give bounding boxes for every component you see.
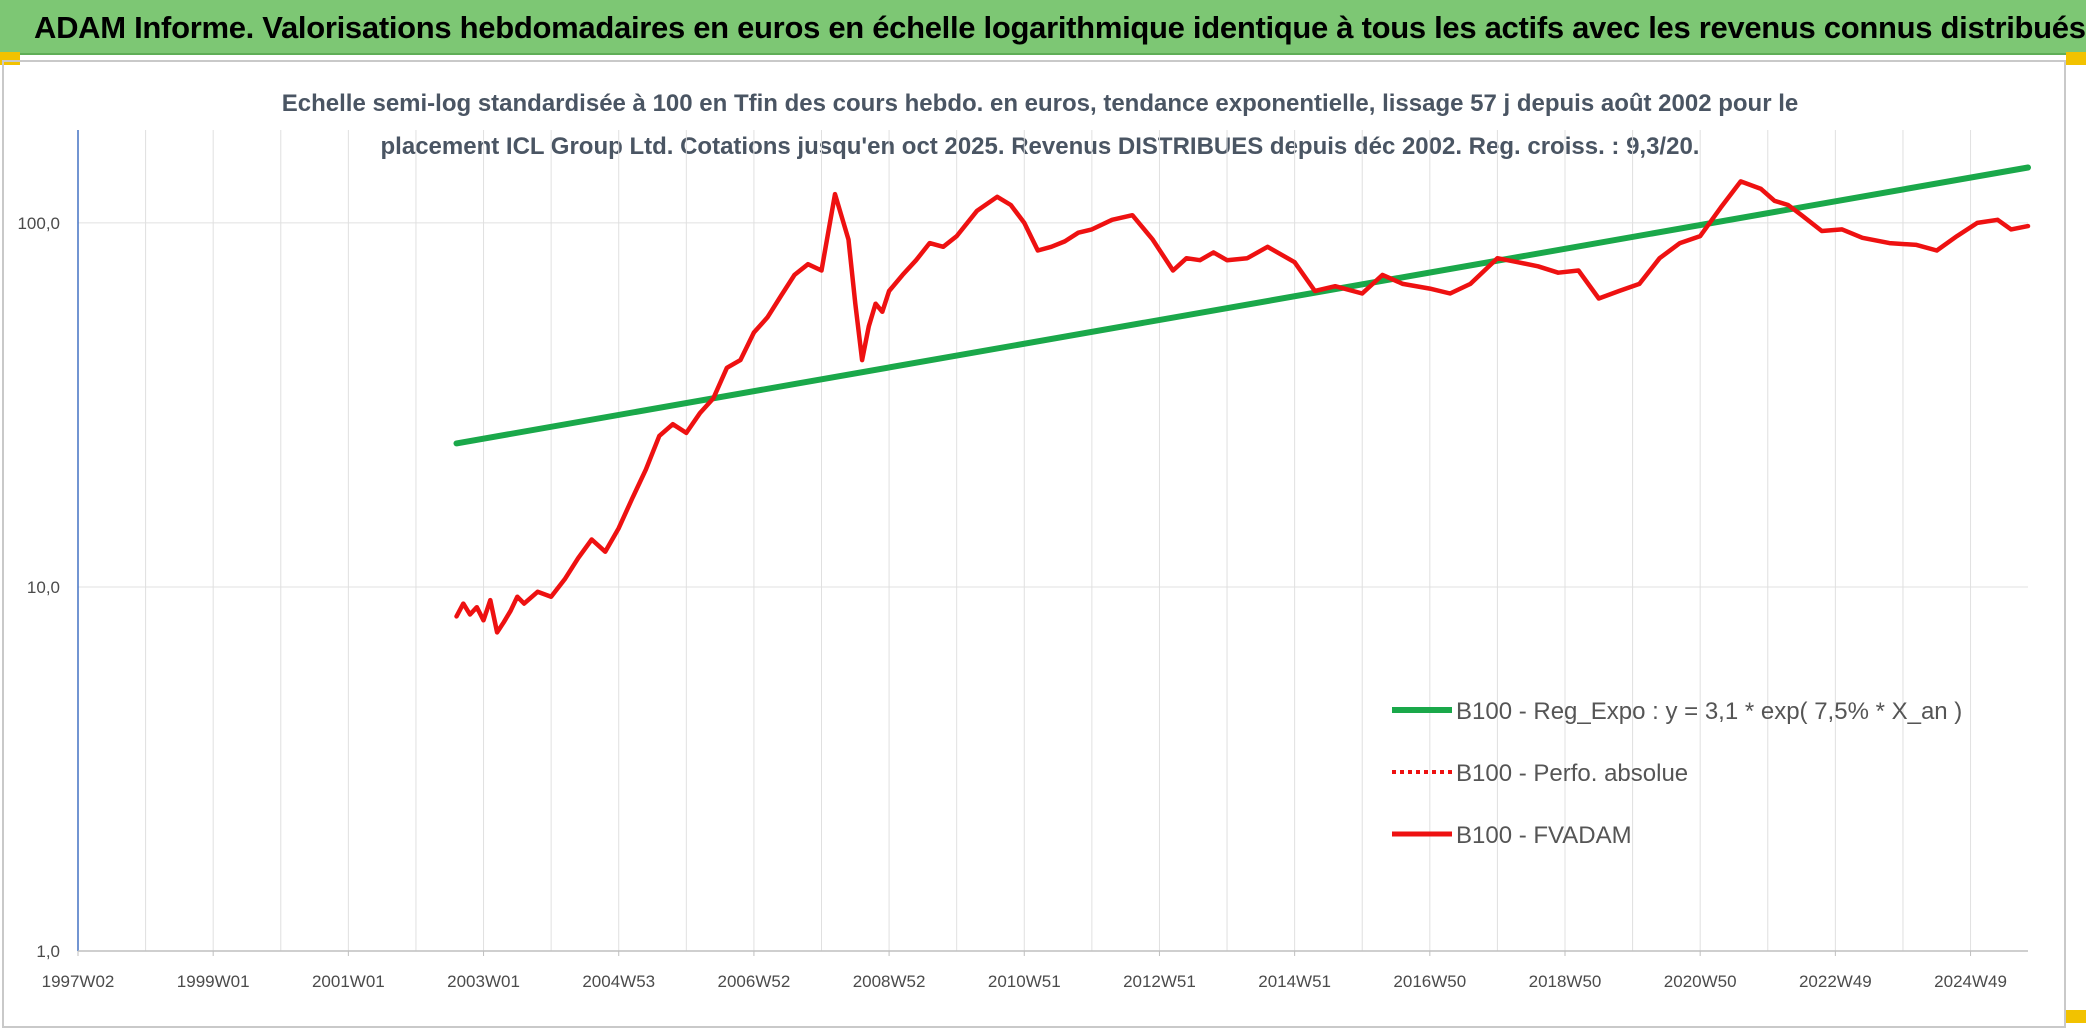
corner-marker-right (2066, 52, 2086, 65)
x-tick-label: 2006W52 (718, 972, 791, 991)
legend-label: B100 - Reg_Expo : y = 3,1 * exp( 7,5% * … (1456, 698, 1962, 725)
series (453, 164, 2031, 635)
chart-title-line-2: placement ICL Group Ltd. Cotations jusqu… (380, 133, 1700, 160)
y-tick-label: 10,0 (27, 578, 60, 597)
y-tick-label: 1,0 (36, 942, 60, 961)
report-title: ADAM Informe. Valorisations hebdomadaire… (34, 10, 2086, 45)
x-tick-label: 2008W52 (853, 972, 926, 991)
tick-labels: 100,0 10,0 1,0 1997W02 1999W01 2001W01 2003W01… (17, 214, 2006, 991)
regression-line (453, 164, 2031, 447)
x-tick-label: 2024W49 (1934, 972, 2007, 991)
report-header: ADAM Informe. Valorisations hebdomadaire… (0, 0, 2086, 55)
x-tick-label: 2018W50 (1529, 972, 1602, 991)
x-tick-label: 2012W51 (1123, 972, 1196, 991)
y-tick-label: 100,0 (17, 214, 60, 233)
fvadam-series-line (454, 179, 2031, 635)
x-tick-label: 2003W01 (447, 972, 520, 991)
legend-label: B100 - FVADAM (1456, 822, 1632, 849)
chart-frame (2, 60, 2066, 1028)
x-tick-label: 1999W01 (177, 972, 250, 991)
corner-marker-bottom-right (2066, 1010, 2086, 1023)
x-tick-label: 2010W51 (988, 972, 1061, 991)
x-tick-label: 2020W50 (1664, 972, 1737, 991)
legend: B100 - Reg_Expo : y = 3,1 * exp( 7,5% * … (1392, 698, 1962, 849)
x-tick-label: 1997W02 (42, 972, 115, 991)
axes (77, 130, 2028, 956)
gridlines (77, 130, 2028, 952)
chart-title-line-1: Echelle semi-log standardisée à 100 en T… (281, 90, 1799, 117)
x-tick-label: 2022W49 (1799, 972, 1872, 991)
x-tick-label: 2016W50 (1393, 972, 1466, 991)
x-tick-label: 2001W01 (312, 972, 385, 991)
legend-label: B100 - Perfo. absolue (1456, 760, 1688, 787)
x-tick-label: 2004W53 (582, 972, 655, 991)
x-tick-label: 2014W51 (1258, 972, 1331, 991)
